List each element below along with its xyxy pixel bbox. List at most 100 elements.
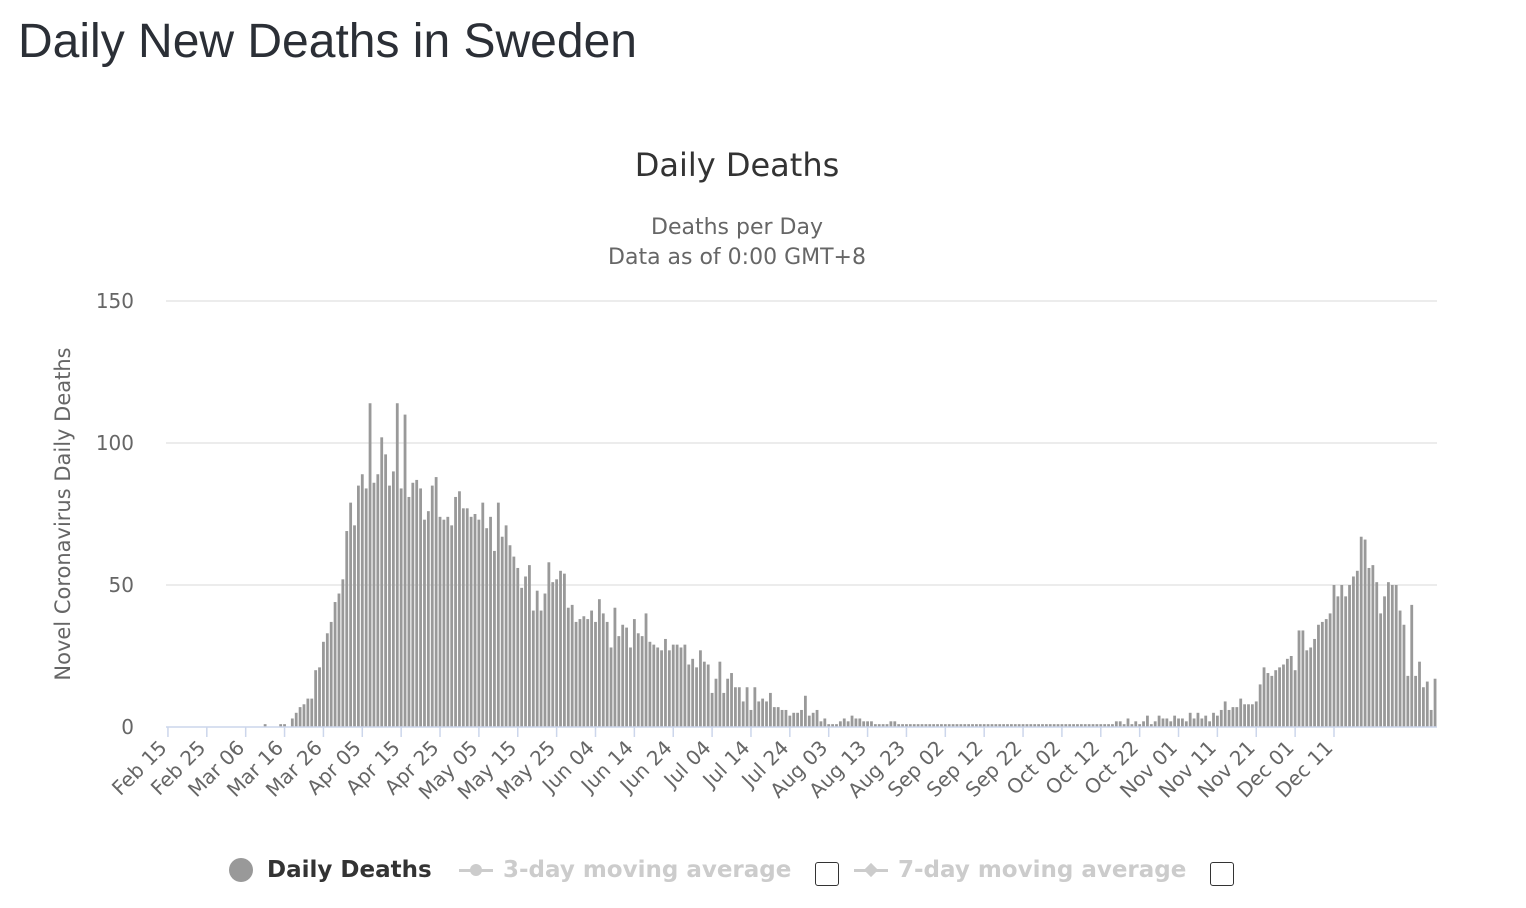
bar[interactable]	[1048, 724, 1052, 727]
bar[interactable]	[1274, 670, 1278, 727]
bar[interactable]	[450, 525, 454, 727]
bar[interactable]	[1184, 721, 1188, 727]
bar[interactable]	[963, 724, 967, 727]
bar[interactable]	[493, 550, 496, 727]
bar[interactable]	[846, 721, 850, 727]
bar[interactable]	[687, 664, 691, 727]
bar[interactable]	[870, 721, 873, 727]
bar[interactable]	[337, 593, 341, 727]
bar[interactable]	[357, 485, 360, 727]
bar[interactable]	[827, 724, 831, 727]
bar[interactable]	[632, 619, 636, 727]
bar[interactable]	[1114, 721, 1118, 727]
bar[interactable]	[679, 647, 683, 727]
bar[interactable]	[395, 403, 399, 727]
bar[interactable]	[776, 707, 780, 727]
bar[interactable]	[263, 724, 267, 727]
bar[interactable]	[842, 718, 846, 727]
bar[interactable]	[636, 633, 640, 727]
bar[interactable]	[1313, 638, 1316, 727]
bar[interactable]	[1301, 630, 1305, 727]
bar[interactable]	[469, 516, 473, 727]
bar[interactable]	[928, 724, 932, 727]
bar[interactable]	[547, 562, 551, 727]
bar[interactable]	[1208, 721, 1212, 727]
bar[interactable]	[574, 621, 578, 727]
bar[interactable]	[1165, 718, 1169, 727]
bar[interactable]	[1122, 724, 1126, 727]
bar[interactable]	[1379, 613, 1383, 727]
bar[interactable]	[1037, 724, 1040, 727]
bar[interactable]	[504, 525, 508, 727]
bar[interactable]	[442, 519, 446, 727]
bar[interactable]	[1398, 610, 1402, 727]
bar[interactable]	[1332, 585, 1336, 727]
bar[interactable]	[1021, 724, 1025, 727]
bar[interactable]	[940, 724, 943, 727]
bar[interactable]	[621, 624, 625, 727]
bar[interactable]	[1297, 630, 1301, 727]
bar[interactable]	[1243, 704, 1246, 727]
bar[interactable]	[376, 474, 380, 727]
bar[interactable]	[815, 709, 819, 727]
bar[interactable]	[1250, 704, 1254, 727]
bar[interactable]	[792, 712, 796, 727]
bar[interactable]	[936, 724, 939, 727]
bar[interactable]	[341, 579, 345, 727]
bar[interactable]	[823, 718, 827, 727]
bar[interactable]	[811, 712, 815, 727]
bar[interactable]	[761, 698, 765, 727]
bar[interactable]	[1422, 687, 1425, 727]
bar[interactable]	[838, 721, 842, 727]
bar[interactable]	[1181, 718, 1184, 727]
bar[interactable]	[1324, 619, 1328, 727]
bar[interactable]	[1157, 715, 1161, 727]
bar[interactable]	[1095, 724, 1099, 727]
bar[interactable]	[582, 616, 586, 727]
bar[interactable]	[1282, 664, 1285, 727]
bar[interactable]	[1149, 724, 1153, 727]
bar[interactable]	[559, 570, 562, 727]
bar[interactable]	[1130, 724, 1134, 727]
bar[interactable]	[967, 724, 971, 727]
bar[interactable]	[333, 602, 337, 727]
bar[interactable]	[426, 511, 430, 727]
bar[interactable]	[640, 636, 644, 727]
bar[interactable]	[1352, 576, 1355, 727]
bar[interactable]	[461, 508, 465, 727]
bar[interactable]	[1285, 658, 1289, 727]
bar[interactable]	[1196, 712, 1200, 727]
bar[interactable]	[1041, 724, 1044, 727]
bar[interactable]	[1118, 721, 1122, 727]
bar[interactable]	[683, 644, 687, 727]
bar[interactable]	[1254, 701, 1258, 727]
bar[interactable]	[1161, 718, 1165, 727]
bar[interactable]	[1406, 675, 1410, 727]
bar[interactable]	[873, 724, 877, 727]
bar[interactable]	[1052, 724, 1056, 727]
bar[interactable]	[380, 437, 384, 727]
bar[interactable]	[353, 525, 356, 727]
bar[interactable]	[578, 619, 582, 727]
bar[interactable]	[998, 724, 1002, 727]
bar[interactable]	[485, 528, 489, 727]
bar[interactable]	[1029, 724, 1033, 727]
bar[interactable]	[1060, 724, 1064, 727]
bar[interactable]	[660, 650, 663, 727]
bar[interactable]	[1146, 715, 1149, 727]
bar[interactable]	[625, 627, 628, 727]
bar[interactable]	[1270, 675, 1274, 727]
bar[interactable]	[745, 687, 749, 727]
bar[interactable]	[1173, 715, 1177, 727]
bar[interactable]	[512, 556, 516, 727]
bar[interactable]	[788, 715, 792, 727]
bar[interactable]	[1414, 675, 1418, 727]
bar[interactable]	[753, 687, 757, 727]
bar[interactable]	[691, 658, 695, 727]
bar[interactable]	[780, 709, 784, 727]
bar[interactable]	[1375, 582, 1379, 727]
bar[interactable]	[563, 573, 566, 727]
legend-item-3day-average[interactable]: 3-day moving average	[459, 852, 791, 888]
bar[interactable]	[1247, 704, 1250, 727]
bar[interactable]	[399, 488, 403, 727]
